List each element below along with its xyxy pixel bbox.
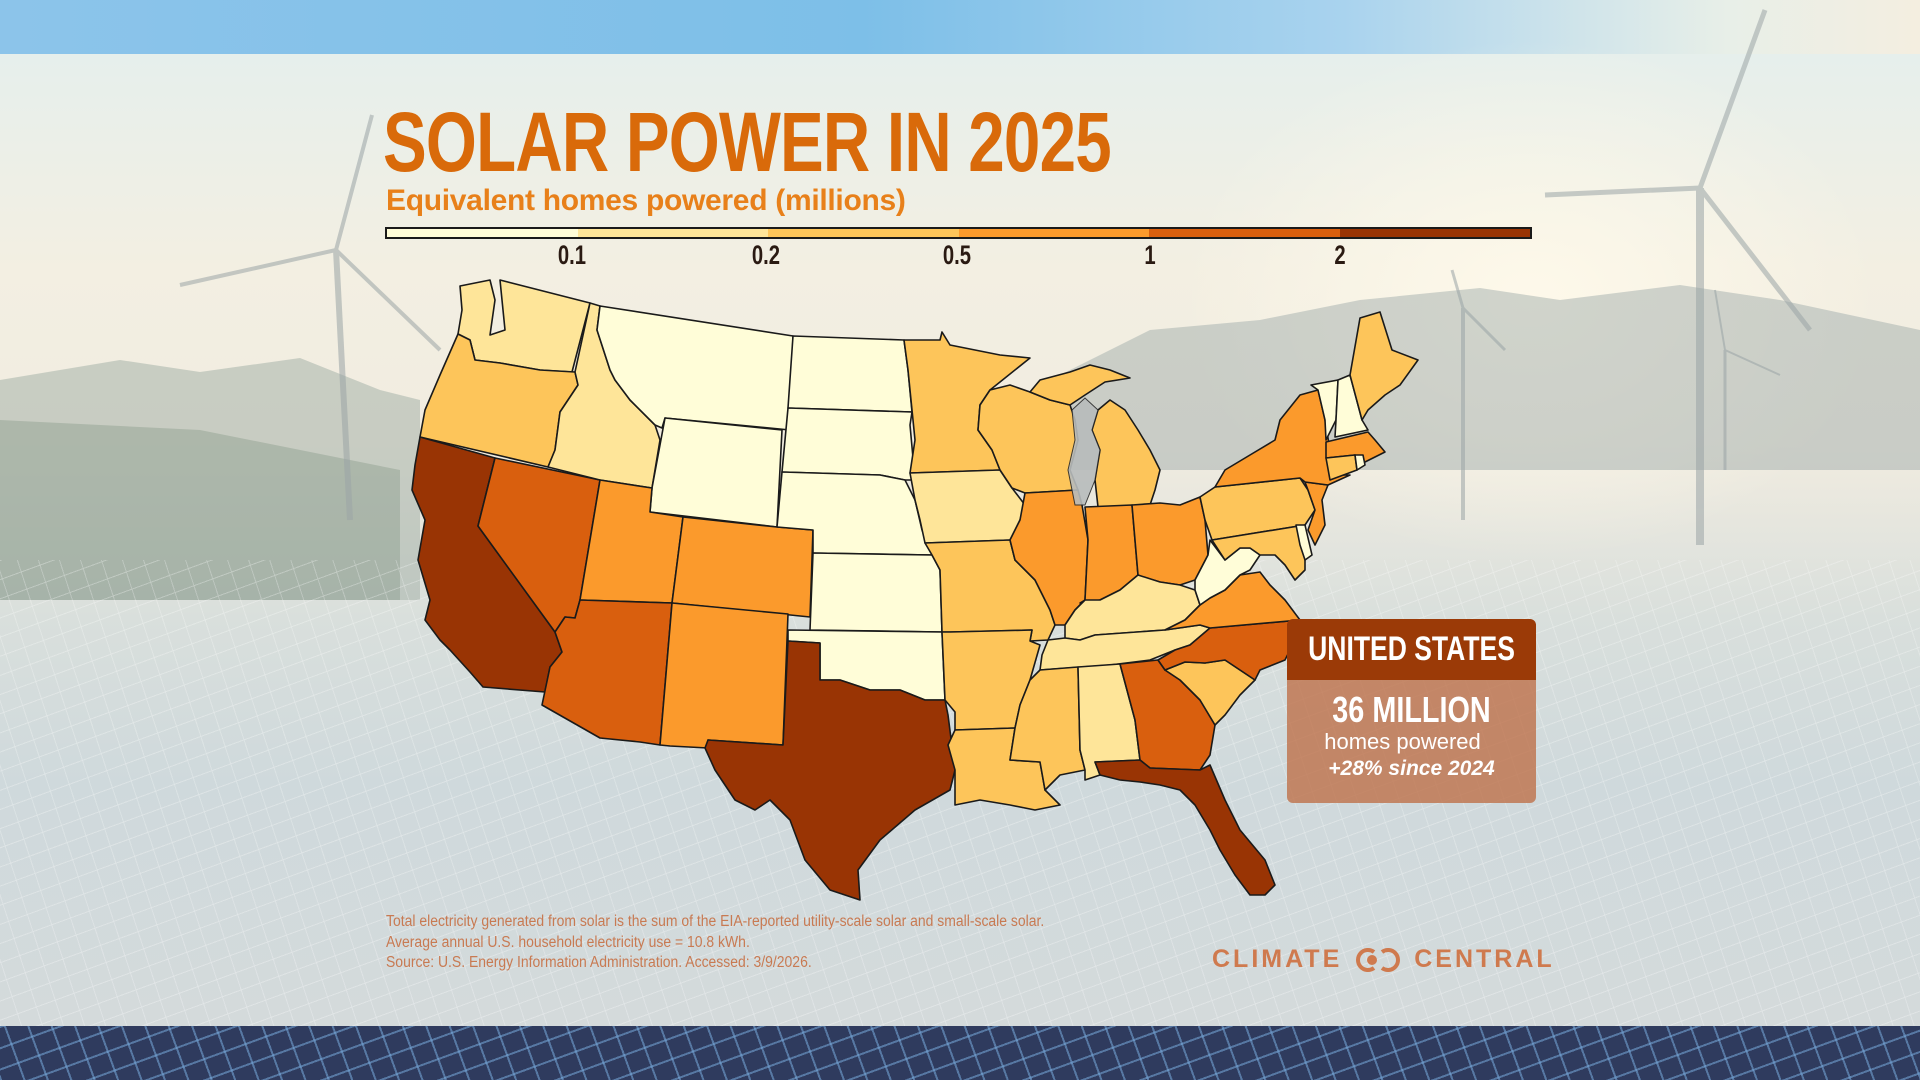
note-line: Average annual U.S. household electricit…	[386, 933, 750, 951]
state-CT[interactable]	[1325, 454, 1358, 481]
climate-central-logo: CLIMATE CENTRAL	[1212, 945, 1555, 974]
solar-panels-band	[0, 1026, 1920, 1080]
brand-left: CLIMATE	[1212, 945, 1343, 973]
state-NM[interactable]	[659, 602, 789, 749]
state-ND[interactable]	[787, 335, 913, 413]
climate-central-mark-icon	[1356, 947, 1401, 972]
legend-bin-6	[1339, 229, 1530, 237]
state-DE[interactable]	[1295, 524, 1313, 561]
page-title: SOLAR POWER IN 2025	[383, 95, 1112, 189]
summary-region: UNITED STATES	[1308, 630, 1515, 668]
legend-tick: 2	[1334, 240, 1346, 270]
summary-change: +28% since 2024	[1328, 757, 1495, 780]
state-SD[interactable]	[781, 407, 916, 481]
legend-ticks: 0.1 0.2 0.5 1 2	[0, 240, 1920, 280]
summary-body: 36 MILLION homes powered +28% since 2024	[1287, 680, 1536, 803]
color-legend	[385, 227, 1532, 239]
summary-header: UNITED STATES	[1287, 619, 1536, 680]
state-ME[interactable]	[1349, 311, 1419, 421]
summary-value: 36 MILLION	[1332, 689, 1491, 730]
summary-unit: homes powered	[1324, 729, 1481, 754]
legend-tick: 1	[1144, 240, 1156, 270]
page-subtitle: Equivalent homes powered (millions)	[386, 184, 906, 217]
state-FL[interactable]	[1094, 759, 1276, 896]
mountains-illustration	[0, 285, 1920, 600]
state-WV[interactable]	[1194, 539, 1261, 606]
state-AZ[interactable]	[541, 599, 673, 746]
state-IL[interactable]	[1009, 489, 1089, 626]
lake-michigan	[1067, 397, 1101, 506]
state-WA[interactable]	[457, 279, 591, 373]
legend-tick: 0.2	[751, 240, 781, 270]
legend-bin-3	[768, 229, 959, 237]
state-TX[interactable]	[704, 640, 956, 901]
brand-right: CENTRAL	[1414, 945, 1555, 973]
state-MD[interactable]	[1211, 524, 1306, 581]
source-notes: Total electricity generated from solar i…	[386, 912, 1044, 974]
national-summary-card: UNITED STATES 36 MILLION homes powered +…	[1287, 619, 1536, 803]
state-NJ[interactable]	[1304, 481, 1329, 546]
state-OH[interactable]	[1131, 496, 1209, 586]
legend-bin-2	[577, 229, 768, 237]
legend-tick: 0.5	[942, 240, 972, 270]
legend-bin-1	[387, 229, 578, 237]
state-KS[interactable]	[809, 552, 943, 633]
state-WY[interactable]	[649, 417, 783, 528]
state-CO[interactable]	[671, 516, 814, 618]
note-line: Source: U.S. Energy Information Administ…	[386, 954, 812, 971]
legend-bin-5	[1149, 229, 1340, 237]
note-line: Total electricity generated from solar i…	[386, 913, 1045, 930]
state-RI[interactable]	[1354, 454, 1366, 471]
legend-bin-4	[958, 229, 1149, 237]
legend-tick: 0.1	[557, 240, 587, 270]
